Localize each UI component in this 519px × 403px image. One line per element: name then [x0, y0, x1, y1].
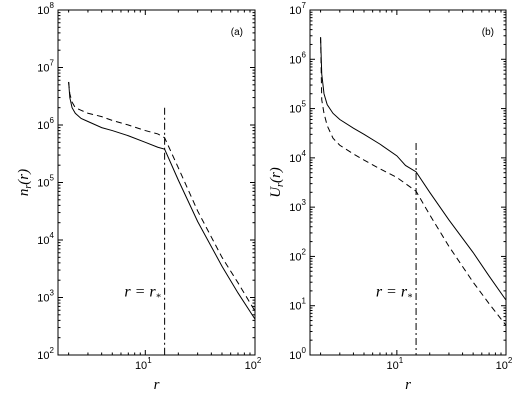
y-tick-label: 101 — [289, 297, 306, 313]
panel-b-x-axis-label: r — [405, 377, 411, 393]
y-tick-label: 107 — [289, 1, 306, 17]
panel-a-r-star-annotation: r = r* — [124, 283, 160, 303]
x-tick-label: 102 — [245, 356, 262, 372]
panel-b-x-ticks: 101 102 — [320, 10, 513, 372]
panel-a-x-ticks: 101 102 — [68, 10, 262, 372]
y-tick-label: 105 — [37, 174, 54, 190]
y-tick-label: 106 — [37, 116, 54, 132]
y-tick-label: 105 — [289, 100, 306, 116]
y-tick-label: 106 — [289, 50, 306, 66]
y-tick-label: 104 — [289, 149, 306, 165]
panel-b-y-ticks: 100 101 102 103 104 105 106 107 — [289, 1, 506, 362]
panel-b: 100 101 102 103 104 105 106 107 101 102 r = r* (… — [268, 1, 513, 393]
panel-a-y-axis-label: nr(r) — [16, 169, 34, 196]
panel-b-frame — [309, 9, 507, 356]
panel-b-label: (b) — [482, 27, 494, 38]
y-tick-label: 103 — [289, 198, 306, 214]
series-line-dashed — [320, 37, 507, 326]
panel-a-label: (a) — [231, 27, 243, 38]
panel-a-y-ticks: 102 103 104 105 106 107 108 — [37, 1, 255, 362]
series-line-solid — [320, 37, 507, 301]
panel-a-series — [68, 81, 256, 320]
series-line-solid — [68, 81, 256, 320]
panel-b-y-axis-label: Ur(r) — [268, 167, 286, 198]
y-tick-label: 107 — [37, 59, 54, 75]
y-tick-label: 104 — [37, 231, 54, 247]
panel-b-r-star-annotation: r = r* — [376, 283, 412, 303]
y-tick-label: 102 — [289, 247, 306, 263]
panel-a-x-axis-label: r — [154, 377, 160, 393]
series-line-dashed — [68, 81, 256, 312]
panel-b-series — [320, 37, 507, 326]
y-tick-label: 100 — [289, 346, 306, 362]
x-tick-label: 101 — [387, 356, 404, 372]
y-tick-label: 108 — [37, 1, 54, 17]
x-tick-label: 102 — [496, 356, 513, 372]
y-tick-label: 103 — [37, 289, 54, 305]
x-tick-label: 101 — [135, 356, 152, 372]
y-tick-label: 102 — [37, 346, 54, 362]
